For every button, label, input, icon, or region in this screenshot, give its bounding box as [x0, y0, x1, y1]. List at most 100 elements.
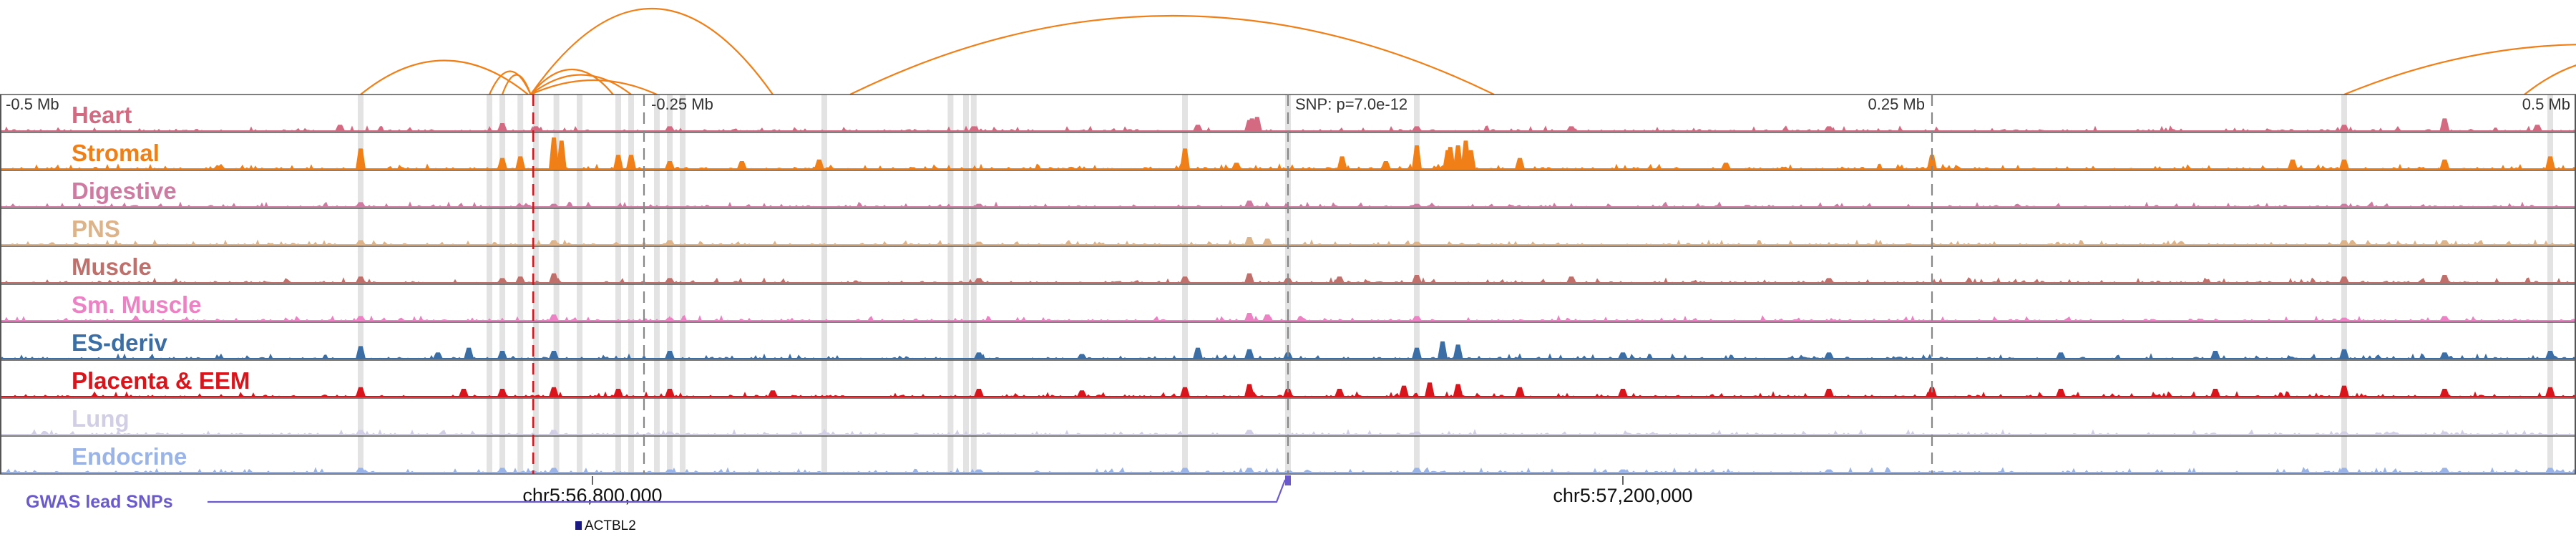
signal-peak — [768, 390, 778, 397]
gene-label: ACTBL2 — [585, 518, 636, 533]
signal-peak — [1566, 276, 1576, 283]
track-label: Stromal — [72, 140, 160, 166]
signal-peak — [1824, 278, 1834, 283]
interaction-arc — [530, 74, 632, 95]
signal-peak — [1077, 390, 1087, 397]
signal-peak — [613, 158, 623, 169]
signal-peak — [1180, 468, 1190, 473]
chrom-tick-label: chr5:56,800,000 — [522, 485, 662, 506]
track-label: Lung — [72, 405, 130, 432]
track-label: ES-deriv — [72, 329, 168, 356]
signal-peak — [2439, 316, 2450, 321]
signal-peak — [1244, 430, 1254, 435]
signal-peak — [2339, 159, 2349, 169]
signal-peak — [1618, 389, 1628, 397]
signal-peak — [2439, 468, 2450, 473]
interaction-arc — [2343, 44, 2576, 96]
signal-peak — [1927, 155, 1937, 169]
signal-peak — [356, 276, 366, 283]
signal-peak — [549, 468, 559, 473]
signal-peak — [2545, 468, 2555, 473]
signal-peak — [665, 389, 675, 397]
signal-peak — [1425, 382, 1435, 397]
signal-peak — [665, 469, 675, 473]
signal-peak — [1262, 314, 1273, 321]
signal-peak — [497, 389, 507, 397]
interaction-arc — [501, 74, 532, 95]
signal-peak — [1337, 156, 1347, 169]
signal-peak — [665, 240, 675, 245]
signal-peak — [1453, 145, 1463, 169]
signal-peak — [549, 351, 559, 359]
signal-peak — [974, 203, 984, 207]
signal-peak — [549, 430, 559, 435]
signal-peak — [2339, 276, 2349, 283]
signal-peak — [1412, 203, 1422, 207]
signal-peak — [497, 123, 507, 131]
signal-peak — [665, 351, 675, 359]
signal-peak — [1077, 354, 1087, 359]
signal-peak — [356, 316, 366, 321]
signal-peak — [974, 469, 984, 473]
signal-peak — [1515, 387, 1525, 397]
interaction-arc — [360, 59, 529, 95]
signal-peak — [1465, 150, 1476, 169]
signal-peak — [1380, 161, 1391, 169]
signal-peak — [2339, 203, 2349, 207]
signal-peak — [2339, 349, 2349, 359]
signal-peak — [356, 346, 366, 359]
signal-peak — [1453, 344, 1463, 359]
track-label: Heart — [72, 102, 132, 128]
signal-peak — [1438, 341, 1448, 359]
signal-peak — [549, 203, 559, 207]
track-label: Placenta & EEM — [72, 367, 250, 394]
signal-peak — [549, 137, 559, 169]
track: Stromal — [0, 132, 2576, 170]
interaction-arc — [530, 79, 658, 96]
track-label: Sm. Muscle — [72, 291, 202, 318]
track: Placenta & EEM — [0, 359, 2576, 397]
signal-peak — [2210, 351, 2220, 359]
signal-peak — [497, 158, 507, 169]
signal-peak — [2339, 385, 2349, 397]
signal-peak — [1824, 352, 1834, 359]
track-label: Endocrine — [72, 443, 187, 470]
signal-peak — [2210, 389, 2220, 397]
signal-peak — [2439, 118, 2450, 131]
gwas-snp-marker — [1285, 475, 1291, 485]
signal-peak — [2532, 125, 2542, 131]
gwas-connector — [208, 479, 1287, 503]
signal-peak — [1618, 352, 1628, 359]
signal-peak — [356, 202, 366, 207]
bottom-layer: chr5:56,800,000 chr5:57,200,000 GWAS lead … — [26, 475, 1693, 533]
track-label: Muscle — [72, 253, 152, 280]
signal-peak — [1721, 163, 1731, 169]
signal-peak — [2439, 240, 2450, 245]
track-label: Digestive — [72, 178, 177, 204]
signal-peak — [1335, 389, 1345, 397]
signal-peak — [1566, 126, 1576, 131]
signal-peak — [968, 126, 979, 131]
signal-peak — [1180, 276, 1190, 283]
signal-peak — [2545, 156, 2555, 169]
signal-peak — [613, 389, 623, 397]
signal-peak — [1824, 126, 1834, 131]
signal-peak — [1244, 273, 1254, 283]
signal-peak — [2056, 389, 2066, 397]
signal-peak — [1412, 275, 1422, 283]
signal-peak — [2545, 387, 2555, 397]
signal-peak — [1244, 313, 1254, 321]
signal-peak — [2439, 389, 2450, 397]
signal-peak — [1335, 276, 1345, 283]
axis-label: 0.5 Mb — [2522, 95, 2570, 113]
signal-peak — [1244, 384, 1254, 397]
signal-peak — [549, 240, 559, 245]
signal-peak — [2439, 352, 2450, 359]
signal-peak — [1180, 387, 1190, 397]
arc-layer — [360, 8, 2576, 96]
signal-peak — [814, 159, 824, 169]
signal-peak — [665, 431, 675, 435]
signal-peak — [1244, 468, 1254, 473]
signal-peak — [464, 347, 474, 359]
